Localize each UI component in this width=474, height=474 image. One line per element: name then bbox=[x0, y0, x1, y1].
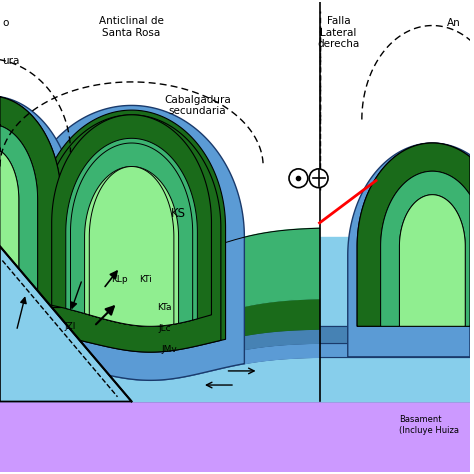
Polygon shape bbox=[52, 115, 211, 326]
Text: KTi: KTi bbox=[139, 275, 152, 284]
Polygon shape bbox=[319, 357, 470, 401]
Polygon shape bbox=[319, 343, 470, 357]
Text: JLc: JLc bbox=[158, 324, 171, 333]
Text: KLp: KLp bbox=[111, 275, 128, 284]
Circle shape bbox=[309, 169, 328, 188]
Polygon shape bbox=[0, 124, 37, 308]
Polygon shape bbox=[66, 138, 197, 326]
Polygon shape bbox=[19, 105, 245, 380]
Polygon shape bbox=[400, 195, 465, 326]
Polygon shape bbox=[0, 96, 61, 308]
Polygon shape bbox=[319, 326, 470, 343]
Text: Cabalgadura
secundaria: Cabalgadura secundaria bbox=[164, 95, 231, 116]
Polygon shape bbox=[0, 329, 319, 366]
Text: o: o bbox=[2, 18, 9, 28]
Polygon shape bbox=[37, 110, 226, 352]
Text: JMv: JMv bbox=[161, 345, 177, 354]
Text: Basament
(Incluye Huiza: Basament (Incluye Huiza bbox=[400, 415, 459, 435]
Polygon shape bbox=[0, 401, 470, 472]
Polygon shape bbox=[0, 96, 75, 336]
Polygon shape bbox=[0, 357, 319, 401]
Text: ura: ura bbox=[2, 56, 20, 66]
Text: Anticlinal de
Santa Rosa: Anticlinal de Santa Rosa bbox=[99, 16, 164, 38]
Polygon shape bbox=[0, 299, 319, 352]
Circle shape bbox=[289, 169, 308, 188]
Polygon shape bbox=[381, 171, 470, 326]
Text: Falla
Lateral
derecha: Falla Lateral derecha bbox=[317, 16, 359, 49]
Polygon shape bbox=[71, 143, 192, 326]
Text: KS: KS bbox=[171, 207, 186, 220]
Polygon shape bbox=[0, 96, 61, 308]
Polygon shape bbox=[0, 148, 19, 308]
Polygon shape bbox=[0, 124, 37, 308]
Polygon shape bbox=[0, 228, 319, 326]
Polygon shape bbox=[348, 143, 470, 357]
Polygon shape bbox=[381, 171, 470, 326]
Polygon shape bbox=[89, 166, 174, 326]
Polygon shape bbox=[357, 143, 470, 326]
Polygon shape bbox=[0, 246, 132, 401]
Polygon shape bbox=[0, 148, 19, 308]
Polygon shape bbox=[84, 166, 179, 326]
Text: An: An bbox=[447, 18, 460, 28]
Text: KTa: KTa bbox=[157, 303, 172, 312]
Polygon shape bbox=[319, 237, 470, 401]
Text: JZl: JZl bbox=[65, 322, 76, 331]
Polygon shape bbox=[357, 143, 470, 326]
Polygon shape bbox=[0, 343, 319, 380]
Polygon shape bbox=[42, 115, 221, 352]
Polygon shape bbox=[400, 195, 465, 326]
